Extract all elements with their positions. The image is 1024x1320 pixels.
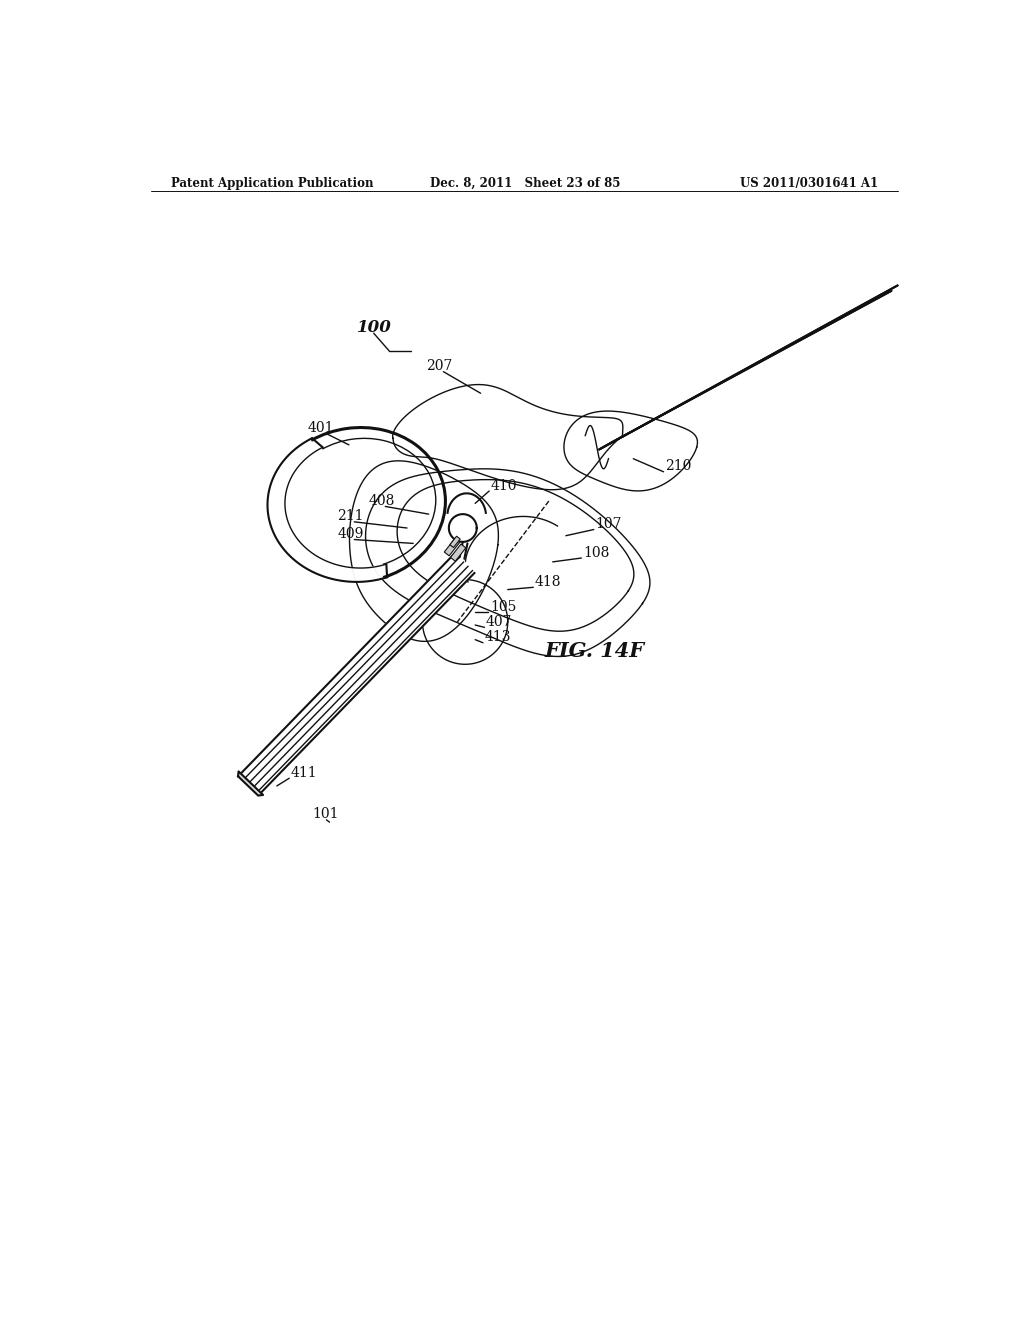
Bar bbox=[451, 544, 466, 561]
Text: 211: 211 bbox=[337, 510, 364, 524]
Polygon shape bbox=[366, 469, 650, 656]
Polygon shape bbox=[564, 411, 697, 491]
Text: 407: 407 bbox=[486, 615, 513, 628]
Text: 105: 105 bbox=[489, 599, 516, 614]
Text: 418: 418 bbox=[535, 576, 561, 589]
Polygon shape bbox=[349, 461, 499, 642]
Polygon shape bbox=[599, 285, 898, 449]
Text: 100: 100 bbox=[356, 319, 391, 337]
Text: 411: 411 bbox=[291, 766, 317, 780]
Polygon shape bbox=[267, 438, 387, 582]
Text: 401: 401 bbox=[308, 421, 334, 434]
Text: 413: 413 bbox=[484, 631, 511, 644]
Text: 101: 101 bbox=[312, 808, 339, 821]
Text: Dec. 8, 2011   Sheet 23 of 85: Dec. 8, 2011 Sheet 23 of 85 bbox=[430, 177, 620, 190]
Text: 108: 108 bbox=[583, 545, 609, 560]
Polygon shape bbox=[239, 553, 475, 796]
Text: 409: 409 bbox=[337, 527, 364, 541]
Text: 408: 408 bbox=[369, 494, 394, 508]
Text: 107: 107 bbox=[595, 517, 622, 531]
Polygon shape bbox=[239, 771, 263, 796]
Polygon shape bbox=[423, 579, 508, 664]
Text: 207: 207 bbox=[426, 359, 453, 374]
Text: 410: 410 bbox=[490, 479, 517, 492]
Text: FIG. 14F: FIG. 14F bbox=[545, 642, 645, 661]
Text: 210: 210 bbox=[665, 459, 691, 474]
Bar bbox=[450, 536, 460, 548]
Text: US 2011/0301641 A1: US 2011/0301641 A1 bbox=[740, 177, 879, 190]
Text: Patent Application Publication: Patent Application Publication bbox=[171, 177, 373, 190]
Polygon shape bbox=[392, 384, 623, 490]
Bar bbox=[444, 539, 460, 556]
